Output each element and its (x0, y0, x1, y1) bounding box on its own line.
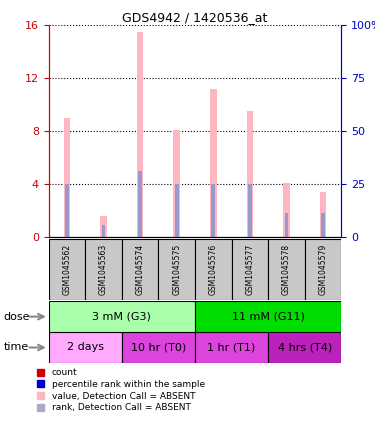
Text: GSM1045562: GSM1045562 (63, 244, 72, 295)
Text: GSM1045563: GSM1045563 (99, 244, 108, 295)
FancyBboxPatch shape (122, 239, 158, 300)
Text: GSM1045579: GSM1045579 (318, 244, 327, 295)
FancyBboxPatch shape (49, 301, 195, 332)
Bar (64, 118, 70, 237)
Text: 3 mM (G3): 3 mM (G3) (92, 312, 151, 321)
FancyBboxPatch shape (195, 239, 231, 300)
Text: GSM1045575: GSM1045575 (172, 244, 181, 295)
Text: GSM1045576: GSM1045576 (209, 244, 218, 295)
Text: 10 hr (T0): 10 hr (T0) (131, 343, 186, 352)
Bar (211, 184, 215, 237)
Bar (285, 213, 288, 237)
FancyBboxPatch shape (195, 332, 268, 363)
Text: 2 days: 2 days (67, 343, 104, 352)
Text: 1 hr (T1): 1 hr (T1) (207, 343, 256, 352)
Bar (210, 89, 217, 237)
Text: GSM1045574: GSM1045574 (136, 244, 145, 295)
Bar (138, 171, 142, 237)
FancyBboxPatch shape (49, 239, 85, 300)
Bar (65, 184, 69, 237)
Bar (137, 32, 144, 237)
Text: GSM1045577: GSM1045577 (245, 244, 254, 295)
FancyBboxPatch shape (158, 239, 195, 300)
Bar (173, 130, 180, 237)
FancyBboxPatch shape (268, 332, 341, 363)
Bar (321, 213, 325, 237)
Text: dose: dose (4, 312, 30, 321)
Bar (248, 184, 252, 237)
FancyBboxPatch shape (85, 239, 122, 300)
FancyBboxPatch shape (49, 332, 122, 363)
Bar (283, 183, 290, 237)
FancyBboxPatch shape (231, 239, 268, 300)
FancyBboxPatch shape (122, 332, 195, 363)
Text: 11 mM (G11): 11 mM (G11) (232, 312, 304, 321)
Bar (175, 184, 178, 237)
Legend: count, percentile rank within the sample, value, Detection Call = ABSENT, rank, : count, percentile rank within the sample… (37, 368, 205, 412)
Title: GDS4942 / 1420536_at: GDS4942 / 1420536_at (122, 11, 268, 24)
Text: GSM1045578: GSM1045578 (282, 244, 291, 295)
Text: 4 hrs (T4): 4 hrs (T4) (278, 343, 332, 352)
FancyBboxPatch shape (268, 239, 305, 300)
Bar (100, 216, 107, 237)
Text: time: time (4, 343, 29, 352)
Bar (320, 192, 326, 237)
Bar (102, 225, 105, 237)
FancyBboxPatch shape (195, 301, 341, 332)
Bar (246, 111, 253, 237)
FancyBboxPatch shape (304, 239, 341, 300)
